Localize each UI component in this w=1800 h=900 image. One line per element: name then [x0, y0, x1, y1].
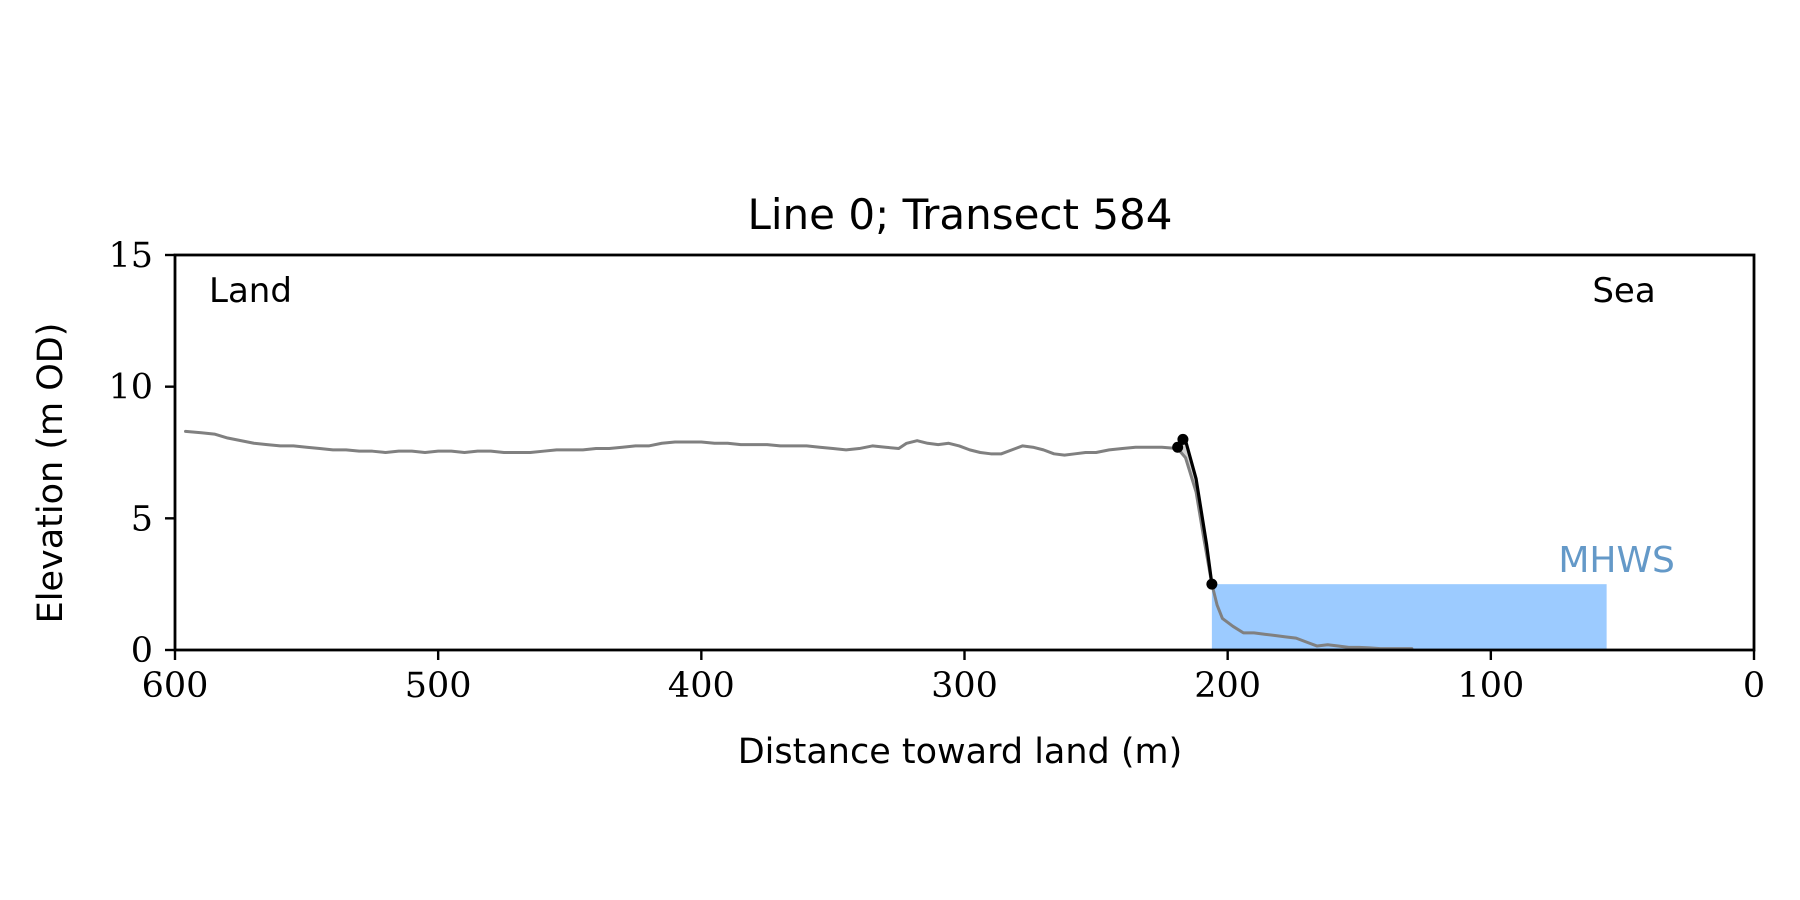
- mhws-area: [1211, 584, 1607, 650]
- y-tick-label-10: 10: [108, 368, 153, 408]
- x-tick-label-200: 200: [1194, 666, 1261, 706]
- x-tick-label-300: 300: [931, 666, 998, 706]
- land-label: Land: [209, 271, 292, 311]
- profile-line: [184, 429, 1414, 651]
- y-tick-label-15: 15: [108, 236, 153, 276]
- x-tick-label-0: 0: [1743, 666, 1765, 706]
- sea-label: Sea: [1592, 271, 1655, 311]
- y-tick-label-0: 0: [131, 631, 153, 671]
- x-tick-label-600: 600: [142, 666, 209, 706]
- x-tick-label-100: 100: [1457, 666, 1524, 706]
- cliff-point-2: [1177, 433, 1189, 445]
- y-tick-label-5: 5: [131, 499, 153, 539]
- annotation-layer: Land Sea MHWS: [209, 271, 1675, 581]
- mhws-label: MHWS: [1558, 540, 1675, 581]
- cliff-point-3: [1206, 578, 1218, 590]
- x-axis-label: Distance toward land (m): [738, 732, 1183, 772]
- x-tick-label-500: 500: [405, 666, 472, 706]
- plot-layer: [184, 429, 1607, 651]
- y-axis-label: Elevation (m OD): [31, 323, 71, 624]
- cliff-point-1: [1172, 441, 1184, 453]
- x-tick-label-400: 400: [668, 666, 735, 706]
- axis-layer: 600 500 400 300 200 100 0 0 5 10 15: [108, 236, 1765, 706]
- chart-title: Line 0; Transect 584: [747, 190, 1172, 239]
